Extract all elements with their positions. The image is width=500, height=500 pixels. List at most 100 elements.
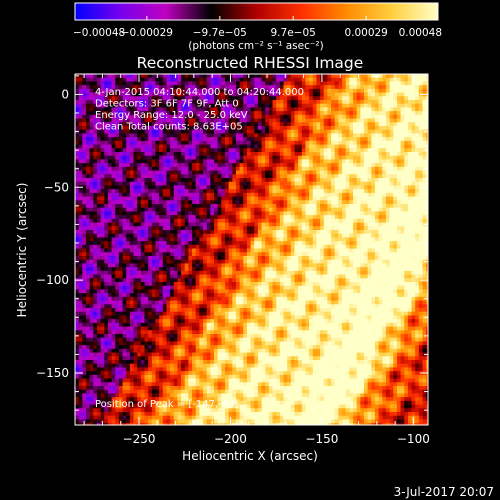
heatmap-cell bbox=[276, 137, 281, 142]
heatmap-cell bbox=[374, 218, 380, 224]
heatmap-cell bbox=[338, 170, 343, 175]
heatmap-cell bbox=[268, 241, 274, 246]
heatmap-cell bbox=[272, 74, 277, 79]
heatmap-cell bbox=[232, 129, 237, 135]
heatmap-cell bbox=[140, 218, 146, 224]
heatmap-cell bbox=[144, 81, 149, 86]
heatmap-cell bbox=[327, 140, 332, 146]
heatmap-cell bbox=[162, 114, 168, 120]
heatmap-cell bbox=[192, 256, 197, 261]
heatmap-cell bbox=[331, 118, 336, 123]
heatmap-cell bbox=[426, 88, 428, 94]
heatmap-cell bbox=[371, 144, 376, 149]
heatmap-cell bbox=[309, 226, 314, 231]
heatmap-cell bbox=[137, 100, 142, 105]
heatmap-cell bbox=[177, 170, 182, 175]
heatmap-cell bbox=[107, 248, 113, 253]
heatmap-cell bbox=[162, 185, 168, 190]
heatmap-cell bbox=[323, 189, 329, 194]
heatmap-cell bbox=[331, 126, 336, 131]
heatmap-cell bbox=[338, 159, 343, 164]
heatmap-cell bbox=[173, 118, 179, 123]
heatmap-cell bbox=[415, 114, 420, 120]
heatmap-cell bbox=[126, 174, 131, 179]
heatmap-cell bbox=[228, 155, 233, 161]
heatmap-cell bbox=[221, 103, 226, 109]
heatmap-cell bbox=[85, 200, 91, 205]
heatmap-cell bbox=[162, 122, 168, 127]
heatmap-cell bbox=[294, 230, 299, 235]
heatmap-cell bbox=[261, 103, 266, 109]
heatmap-cell bbox=[404, 196, 409, 201]
heatmap-cell bbox=[107, 256, 113, 261]
heatmap-cell bbox=[254, 155, 259, 161]
heatmap-cell bbox=[411, 170, 416, 175]
heatmap-cell bbox=[224, 185, 230, 190]
heatmap-cell bbox=[195, 155, 200, 161]
heatmap-cell bbox=[107, 200, 113, 205]
heatmap-cell bbox=[342, 215, 347, 220]
heatmap-cell bbox=[338, 185, 343, 190]
heatmap-cell bbox=[426, 81, 428, 86]
heatmap-cell bbox=[203, 77, 208, 83]
heatmap-cell bbox=[78, 88, 83, 94]
heatmap-cell bbox=[272, 207, 277, 213]
heatmap-cell bbox=[257, 222, 263, 227]
heatmap-cell bbox=[338, 215, 343, 220]
heatmap-cell bbox=[221, 178, 226, 183]
heatmap-cell bbox=[177, 148, 182, 153]
heatmap-cell bbox=[268, 126, 274, 131]
heatmap-cell bbox=[115, 107, 120, 112]
heatmap-cell bbox=[272, 226, 277, 231]
heatmap-cell bbox=[276, 192, 281, 198]
heatmap-cell bbox=[323, 174, 329, 179]
heatmap-cell bbox=[378, 114, 383, 120]
heatmap-cell bbox=[221, 85, 226, 90]
heatmap-cell bbox=[301, 137, 307, 142]
heatmap-cell bbox=[162, 126, 168, 131]
colorbar-ticks: −0.00048−0.00029 −9.7e−05 9.7e−05 0.00029 0.… bbox=[73, 16, 442, 39]
heatmap-cell bbox=[151, 77, 157, 83]
heatmap-cell bbox=[334, 118, 339, 123]
heatmap-cell bbox=[137, 170, 142, 175]
heatmap-cell bbox=[166, 252, 171, 257]
heatmap-cell bbox=[400, 233, 405, 239]
heatmap-cell bbox=[170, 192, 175, 198]
heatmap-cell bbox=[389, 248, 394, 253]
heatmap-cell bbox=[320, 222, 325, 227]
heatmap-cell bbox=[360, 218, 365, 224]
heatmap-cell bbox=[217, 148, 222, 153]
heatmap-cell bbox=[309, 181, 314, 187]
heatmap-cell bbox=[276, 133, 281, 138]
heatmap-cell bbox=[250, 222, 255, 227]
heatmap-cell bbox=[407, 74, 413, 79]
heatmap-cell bbox=[122, 152, 127, 157]
heatmap-cell bbox=[122, 248, 127, 253]
heatmap-cell bbox=[265, 215, 270, 220]
heatmap-cell bbox=[320, 92, 325, 97]
heatmap-cell bbox=[243, 178, 248, 183]
heatmap-cell bbox=[374, 189, 380, 194]
heatmap-cell bbox=[224, 107, 230, 112]
heatmap-cell bbox=[199, 111, 204, 116]
heatmap-cell bbox=[184, 137, 189, 142]
heatmap-cell bbox=[82, 252, 87, 257]
heatmap-cell bbox=[144, 111, 149, 116]
heatmap-cell bbox=[159, 133, 164, 138]
heatmap-cell bbox=[426, 233, 428, 239]
heatmap-cell bbox=[407, 248, 413, 253]
heatmap-cell bbox=[82, 211, 87, 216]
heatmap-cell bbox=[210, 185, 215, 190]
heatmap-cell bbox=[173, 185, 179, 190]
heatmap-cell bbox=[385, 155, 391, 161]
heatmap-cell bbox=[309, 133, 314, 138]
heatmap-cell bbox=[96, 181, 102, 187]
heatmap-cell bbox=[195, 140, 200, 146]
heatmap-cell bbox=[382, 166, 387, 172]
heatmap-cell bbox=[214, 189, 219, 194]
heatmap-cell bbox=[400, 226, 405, 231]
heatmap-cell bbox=[301, 192, 307, 198]
heatmap-cell bbox=[159, 118, 164, 123]
heatmap-cell bbox=[173, 81, 179, 86]
heatmap-cell bbox=[111, 211, 116, 216]
